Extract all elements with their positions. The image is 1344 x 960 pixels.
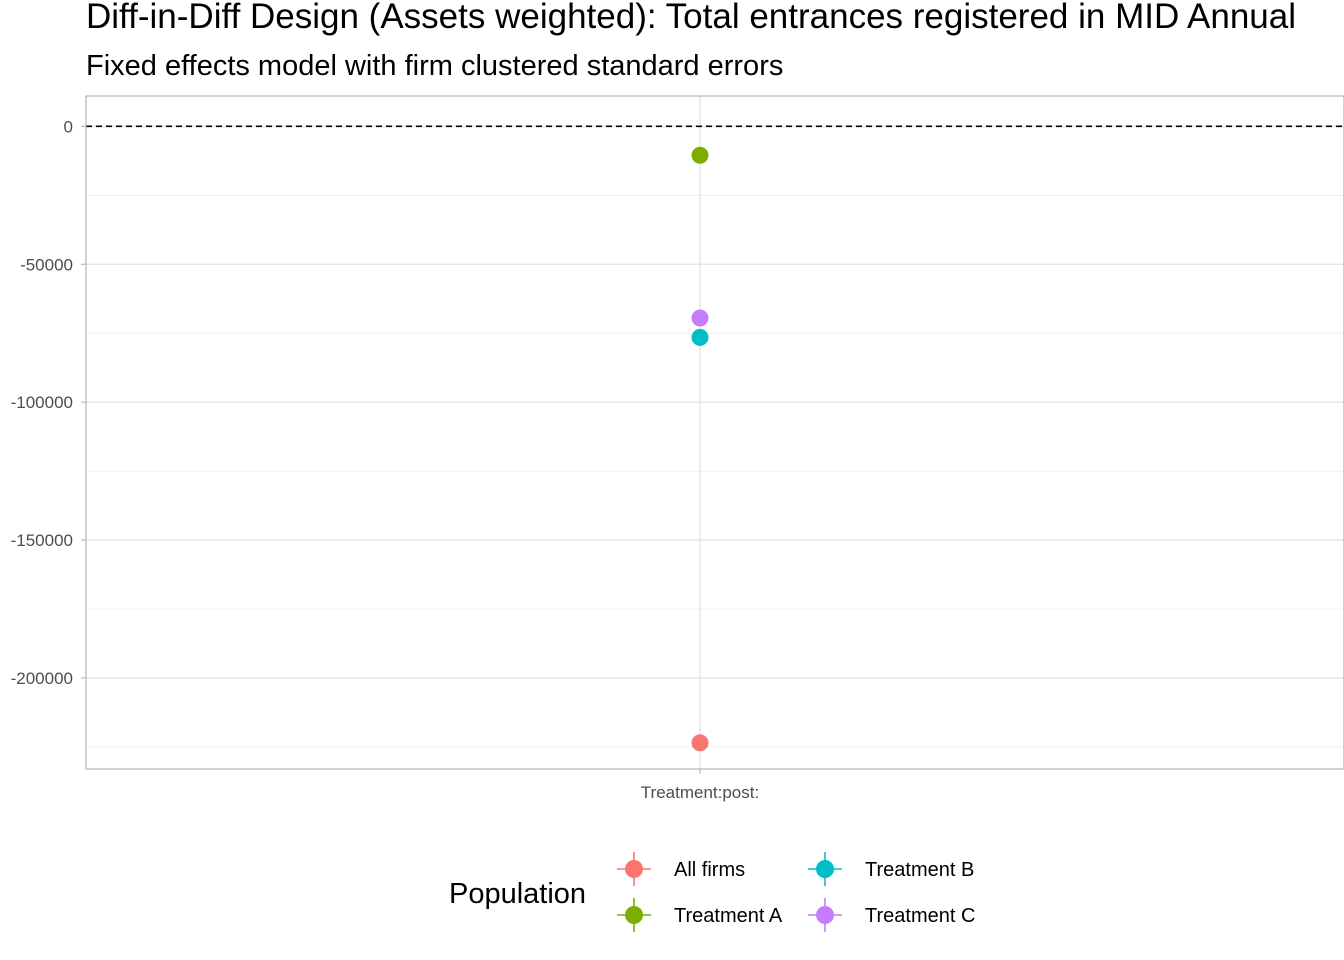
- legend-item: All firms: [617, 852, 745, 886]
- x-tick-label: Treatment:post:: [641, 783, 759, 802]
- legend-item: Treatment C: [808, 898, 975, 932]
- legend-label: Treatment A: [674, 905, 783, 927]
- panel-border: [85, 95, 1344, 770]
- data-point-group: [691, 309, 709, 327]
- legend-label: Treatment C: [865, 905, 975, 927]
- legend-item: Treatment B: [808, 852, 974, 886]
- x-axis: Treatment:post:: [641, 769, 759, 802]
- data-point-group: [691, 146, 709, 164]
- data-point-group: [691, 328, 709, 346]
- y-tick-label: -100000: [11, 393, 73, 412]
- chart-subtitle: Fixed effects model with firm clustered …: [86, 50, 783, 82]
- legend-items: All firms Treatment A Treatment B Treatment…: [617, 852, 975, 932]
- legend-label: All firms: [674, 859, 745, 881]
- y-axis: 0 -50000 -100000 -150000 -200000: [11, 117, 86, 688]
- points-layer: [691, 146, 709, 752]
- legend-key-point: [625, 860, 643, 878]
- legend-key-point: [816, 906, 834, 924]
- minor-gridlines: [86, 194, 1344, 748]
- panel-background: [86, 96, 1344, 769]
- data-point-group: [691, 734, 709, 752]
- chart-title: Diff-in-Diff Design (Assets weighted): T…: [86, 0, 1296, 36]
- data-point: [691, 734, 709, 752]
- y-tick-label: -200000: [11, 669, 73, 688]
- data-point: [691, 328, 709, 346]
- legend-item: Treatment A: [617, 898, 783, 932]
- plot-panel: [85, 95, 1344, 770]
- legend-key-point: [625, 906, 643, 924]
- major-gridlines: [86, 96, 1344, 769]
- data-point: [691, 309, 709, 327]
- y-tick-label: -50000: [20, 255, 73, 274]
- legend-title: Population: [449, 878, 586, 910]
- data-point: [691, 146, 709, 164]
- legend-key-point: [816, 860, 834, 878]
- y-tick-label: -150000: [11, 531, 73, 550]
- legend-label: Treatment B: [865, 859, 974, 881]
- y-tick-label: 0: [64, 117, 73, 136]
- legend: Population All firms Treatment A Treatment…: [449, 852, 975, 932]
